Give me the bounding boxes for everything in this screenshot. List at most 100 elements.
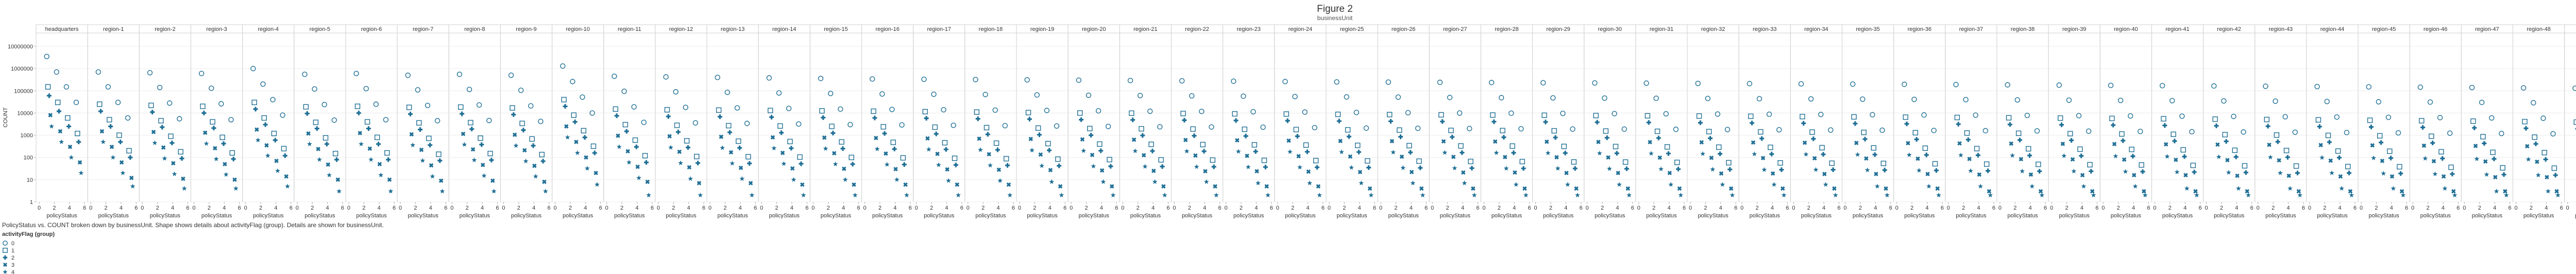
data-point <box>2441 174 2446 179</box>
data-point <box>2503 189 2507 194</box>
x-tick-label: 2 <box>1498 205 1501 211</box>
data-point <box>678 160 683 165</box>
x-tick-label: 4 <box>1822 205 1825 211</box>
data-point <box>2194 192 2199 198</box>
data-point <box>1418 165 1423 170</box>
data-point <box>456 72 463 77</box>
data-point <box>1391 149 1396 155</box>
data-point <box>2555 192 2561 198</box>
x-axis-title: policyStatus <box>460 213 490 219</box>
x-axis-title: policyStatus <box>614 213 645 219</box>
data-point <box>2123 169 2128 174</box>
data-point <box>832 151 837 156</box>
data-point <box>130 183 135 189</box>
data-point <box>2387 148 2393 154</box>
data-point <box>306 131 311 136</box>
data-point <box>677 149 682 154</box>
x-tick-label: 0 <box>1998 205 2002 211</box>
facet-panel-label: region-16 <box>875 26 899 32</box>
data-point <box>1469 165 1475 170</box>
x-tick-label: 6 <box>2250 205 2253 211</box>
data-point <box>1180 111 1186 116</box>
x-tick-label: 0 <box>1070 205 1073 211</box>
data-point <box>1160 164 1165 169</box>
data-point <box>580 94 585 100</box>
data-point <box>2438 149 2444 155</box>
x-tick-label: 4 <box>274 205 277 211</box>
x-tick-label: 4 <box>1564 205 1567 211</box>
data-point <box>1190 126 1196 132</box>
data-point <box>478 135 483 141</box>
data-point <box>942 140 948 146</box>
data-point <box>2214 123 2219 128</box>
x-tick-label: 2 <box>1807 205 1810 211</box>
data-point <box>533 174 538 179</box>
data-point <box>542 179 547 184</box>
data-point <box>2117 97 2124 104</box>
data-point <box>636 175 641 180</box>
data-point <box>2522 118 2528 125</box>
x-tick-label: 0 <box>1225 205 1228 211</box>
data-point <box>622 122 629 128</box>
data-point <box>228 117 234 123</box>
data-point <box>1853 121 1858 126</box>
facet-panel-label: region-30 <box>1598 26 1622 32</box>
data-point <box>1150 148 1155 153</box>
data-point <box>2180 147 2186 153</box>
data-point <box>1157 124 1163 130</box>
data-point <box>801 192 806 198</box>
data-point <box>2432 171 2438 177</box>
data-point <box>612 73 617 79</box>
data-point <box>1597 150 1602 156</box>
data-point <box>1296 153 1301 159</box>
data-point <box>1451 155 1456 159</box>
x-axis-title: policyStatus <box>2420 213 2451 219</box>
data-point <box>2421 143 2427 148</box>
data-point <box>264 143 269 148</box>
y-tick-label: 10000 <box>17 110 33 116</box>
data-point <box>936 162 941 167</box>
data-point <box>1705 96 1711 101</box>
x-axis-title: policyStatus <box>821 213 852 219</box>
data-point <box>2385 114 2392 120</box>
data-point <box>73 99 79 106</box>
data-point <box>1039 163 1045 168</box>
facet-panel: region-35 0 2 4 6 policyStatus <box>1841 24 1894 219</box>
data-point <box>265 153 270 158</box>
facet-panel: region-13 0 2 4 6 policyStatus <box>706 24 759 219</box>
data-point <box>158 118 164 124</box>
data-point <box>1368 192 1374 198</box>
data-point <box>769 114 774 119</box>
x-tick-label: 6 <box>599 205 602 211</box>
data-point <box>178 149 183 155</box>
data-point <box>1750 121 1755 126</box>
data-point <box>664 107 670 113</box>
data-point <box>833 161 838 166</box>
data-point <box>1968 168 1973 173</box>
data-point <box>2066 97 2072 103</box>
data-point <box>667 134 672 139</box>
data-point <box>1399 154 1404 159</box>
x-axis-title: policyStatus <box>1904 213 1935 219</box>
data-point <box>151 129 156 134</box>
x-tick-label: 4 <box>997 205 1000 211</box>
data-point <box>1357 149 1362 155</box>
x-tick-label: 6 <box>548 205 551 211</box>
data-point <box>2344 130 2350 135</box>
data-point <box>2233 155 2239 160</box>
data-point <box>2274 132 2280 138</box>
data-point <box>521 128 526 133</box>
facet-panel-label: region-2 <box>155 26 175 32</box>
x-tick-label: 4 <box>1100 205 1103 211</box>
data-point <box>1698 120 1703 125</box>
data-point <box>1758 129 1764 135</box>
data-point <box>1760 156 1766 161</box>
data-point <box>823 146 828 151</box>
facet-panel: region-15 0 2 4 6 policyStatus <box>809 24 862 219</box>
data-point <box>1339 149 1344 155</box>
data-point <box>2009 141 2014 146</box>
x-tick-label: 4 <box>1925 205 1928 211</box>
facet-panel-label: region-3 <box>206 26 227 32</box>
facet-panel: region-6 0 2 4 6 policyStatus <box>345 24 398 219</box>
data-point <box>776 90 782 96</box>
